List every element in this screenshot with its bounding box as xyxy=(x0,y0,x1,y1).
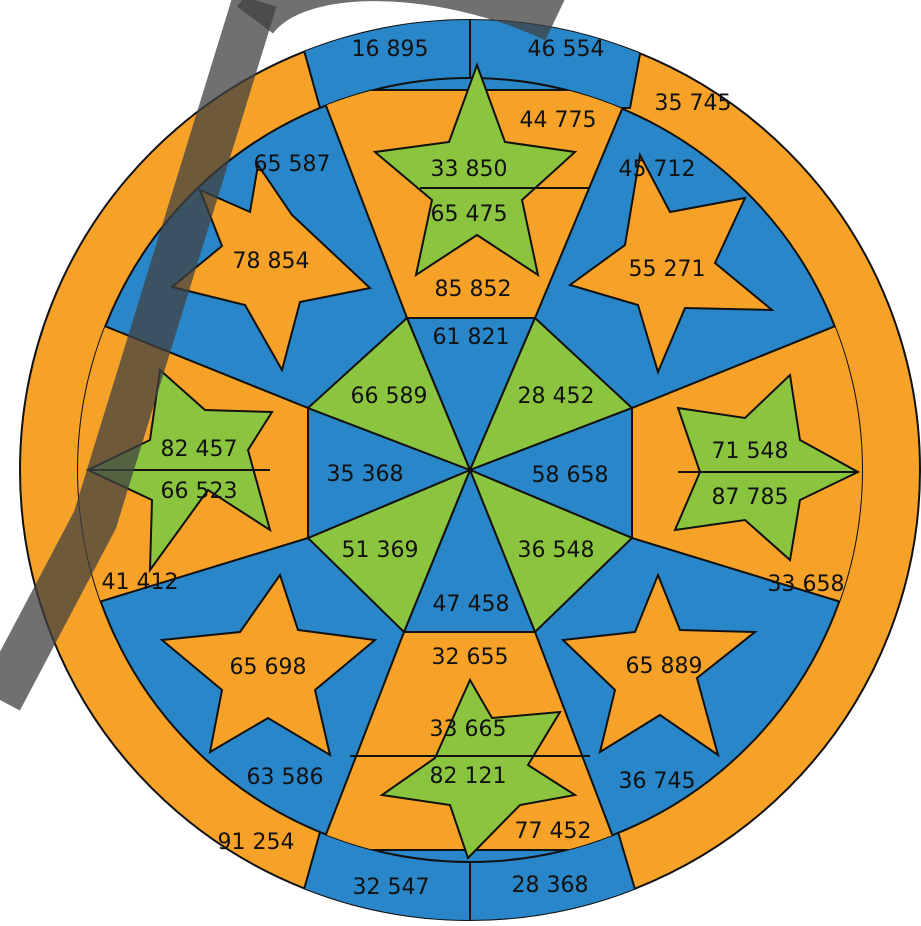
hex-upper-left-piece[interactable] xyxy=(306,316,472,472)
lower-left-blue-number: 63 586 xyxy=(247,765,324,790)
hex-lower-left-number: 51 369 xyxy=(342,538,419,563)
right-orange-bottom-number: 33 658 xyxy=(768,572,845,597)
right-star-lower-number: 87 785 xyxy=(712,485,789,510)
upper-right-blue-number: 45 712 xyxy=(619,157,696,182)
hex-upper-right-number: 28 452 xyxy=(518,384,595,409)
hex-right-number: 58 658 xyxy=(532,463,609,488)
bottom-star-lower-number: 82 121 xyxy=(430,764,507,789)
left-star-lower-number: 66 523 xyxy=(161,479,238,504)
top-trap-right-number: 44 775 xyxy=(520,108,597,133)
bottom-band-right-number: 28 368 xyxy=(512,873,589,898)
bottom-trap-right-number: 77 452 xyxy=(515,819,592,844)
lower-left-star-number: 65 698 xyxy=(230,655,307,680)
upper-left-blue-number: 65 587 xyxy=(254,152,331,177)
hex-lower-right-number: 36 548 xyxy=(518,538,595,563)
hex-upper-left-number: 66 589 xyxy=(351,384,428,409)
left-star-upper-number: 82 457 xyxy=(161,437,238,462)
hex-left-number: 35 368 xyxy=(327,462,404,487)
outer-bottom-left-number: 91 254 xyxy=(218,830,295,855)
top-star-upper-number: 33 850 xyxy=(431,157,508,182)
left-orange-bottom-number: 41 412 xyxy=(102,570,179,595)
lower-right-blue-number: 36 745 xyxy=(619,769,696,794)
bottom-star-upper-number: 33 665 xyxy=(430,717,507,742)
lower-right-star[interactable] xyxy=(560,572,758,758)
hex-top-number: 61 821 xyxy=(433,325,510,350)
upper-right-star[interactable] xyxy=(567,151,775,375)
top-band-left-number: 16 895 xyxy=(352,37,429,62)
top-star-lower-number: 65 475 xyxy=(431,202,508,227)
watermark xyxy=(0,0,565,711)
bottom-band-left-number: 32 547 xyxy=(353,875,430,900)
upper-left-star-number: 78 854 xyxy=(233,249,310,274)
bottom-star[interactable] xyxy=(379,677,578,860)
bottom-trap-top-number: 32 655 xyxy=(432,645,509,670)
upper-right-star-number: 55 271 xyxy=(629,257,706,282)
hex-bottom-number: 47 458 xyxy=(433,592,510,617)
top-trap-bottom-number: 85 852 xyxy=(435,277,512,302)
top-band-right-number: 46 554 xyxy=(528,37,605,62)
central-octagon xyxy=(306,316,634,634)
lower-left-star[interactable] xyxy=(159,572,378,758)
lower-right-star-number: 65 889 xyxy=(626,654,703,679)
number-labels: 16 895 46 554 35 745 44 775 33 850 65 47… xyxy=(102,37,845,900)
top-star[interactable] xyxy=(372,62,578,278)
right-star[interactable] xyxy=(673,372,861,562)
outer-top-right-number: 35 745 xyxy=(655,91,732,116)
right-star-upper-number: 71 548 xyxy=(712,439,789,464)
